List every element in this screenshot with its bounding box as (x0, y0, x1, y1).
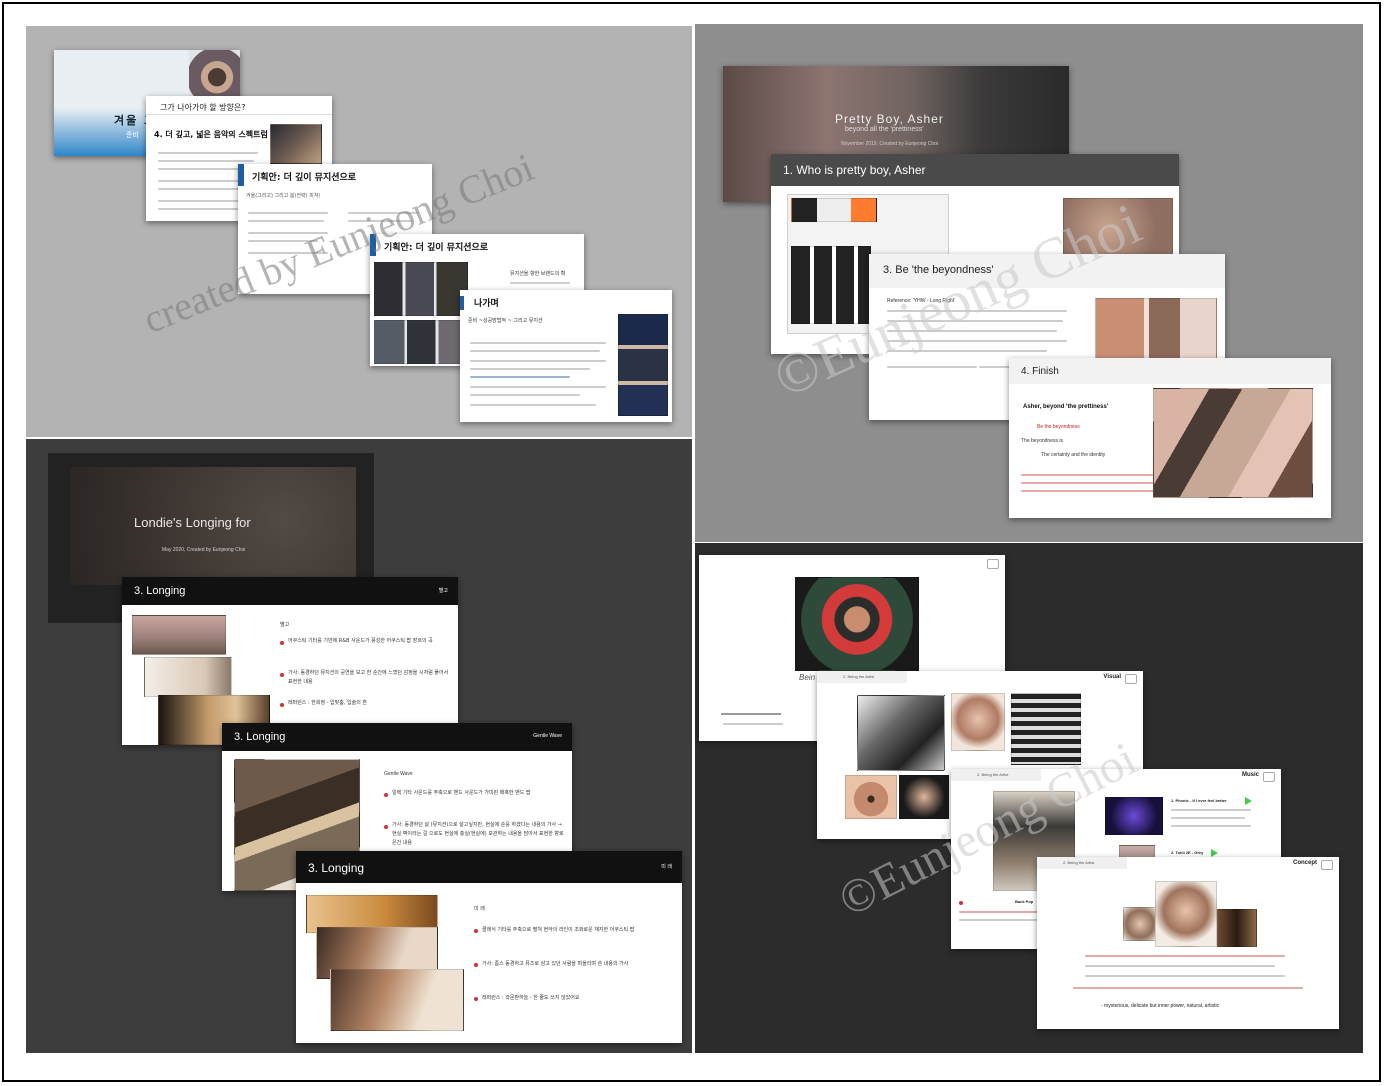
slide-heading: 별고 (280, 622, 290, 628)
slide-tag: Music (1241, 772, 1259, 778)
track-2[interactable]: 2. Tohli 2E - Grey (1171, 850, 1204, 855)
finish-line-3: The beyondness is (1021, 438, 1063, 444)
photo-concert (1105, 797, 1163, 835)
slide-title: 나가며 (474, 299, 499, 309)
portfolio-panel-pretty-boy-asher: Pretty Boy, Asher beyond all the 'pretti… (695, 24, 1363, 542)
photo-face (899, 775, 949, 819)
collage-photo (1095, 298, 1217, 360)
finish-line-2: Be the beyondness (1037, 424, 1080, 430)
bullet-3: 레퍼런스 : 곽문환하늘 - 한 줄도 쓰지 않았어요 (482, 995, 580, 1001)
slide-heading: 미 래 (474, 906, 485, 912)
cover-title: Londie's Longing for (134, 515, 251, 530)
reference-line: Reference: 'YHW - Long Right' (887, 298, 956, 304)
slide-title: 그가 나아가야 할 방향은? (160, 103, 246, 112)
bullet-3: 레퍼런스 : 한희정 - 입맞춤, 입술의 흔 (288, 700, 368, 706)
bullet-2: 가사: 동경하던 뮤지션의 공연을 보고 한 순간에 느꼈던 감정을 시처럼 풀… (288, 670, 449, 685)
portfolio-panel-londie: Londie's Longing for May 2020, Created b… (26, 439, 692, 1053)
concept-footer: - mysterious, delicate but inner power, … (1101, 1003, 1220, 1009)
slide-title: 3. Be 'the beyondness' (883, 264, 994, 276)
slide-title: 1. Who is pretty boy, Asher (783, 163, 926, 177)
slide-title: 기획안: 더 깊이 뮤지션으로 (384, 243, 489, 253)
photo-field (132, 615, 226, 655)
track-1[interactable]: 1. Phonic - If I ever feel better (1171, 798, 1227, 803)
finish-line-1: Asher, beyond 'the prettiness' (1023, 404, 1109, 410)
side-label: Bein (799, 673, 816, 682)
slide-header: 2. Being the Artist (977, 772, 1009, 777)
slide-subtitle: 준비 ~성공방법적 ~ 그리고 뮤지션 (468, 318, 543, 324)
bullet-1: 일렉 기타 사운드를 주축으로 밴드 사운드가 가미된 매혹한 밴드 팝 (392, 790, 531, 796)
photo-striped (1011, 693, 1081, 765)
slide-title: 3. Longing (234, 731, 286, 743)
side-caption: 뮤지션을 향한 브랜드의 확 (510, 271, 566, 277)
slide-title: 4. Finish (1021, 366, 1059, 377)
slide-tag: Concept (1293, 860, 1317, 866)
artist-portrait (795, 577, 919, 671)
photo-sketch (951, 693, 1005, 751)
slide-tag: Gentle Wave (533, 733, 562, 739)
slide-header: 2. Being the Artist (843, 674, 875, 679)
slide-tag: Visual (1103, 674, 1121, 680)
bullet-1: 클래식 기타를 주축으로 펼쳐 현악의 라인이 조화로운 재지한 어쿠스틱 팝 (482, 927, 635, 933)
slide-title: 3. Longing (134, 585, 186, 597)
slide-tag: 미 래 (661, 864, 672, 870)
slide-heading: 4. 더 깊고, 넓은 음악의 스펙트럼 (154, 130, 268, 139)
slide-finish: 4. Finish Asher, beyond 'the prettiness'… (1009, 358, 1331, 518)
cover-subtitle: beyond all the 'prettiness' (845, 126, 924, 133)
photo-grid-2 (374, 320, 468, 364)
slide-title: 3. Longing (308, 861, 365, 875)
photo-sleeping-2 (330, 969, 464, 1031)
artist-photo (270, 124, 322, 164)
slide-closing: 나가며 준비 ~성공방법적 ~ 그리고 뮤지션 (460, 290, 672, 422)
play-icon[interactable] (1245, 797, 1252, 805)
bullet-1: 어쿠스틱 기타를 기반에 R&B 사운드가 풍성한 어쿠스틱 팝 장르의 곡 (288, 638, 433, 644)
slide-longing-3: 3. Longing 미 래 미 래 클래식 기타를 주축으로 펼쳐 현악의 라… (296, 851, 682, 1043)
slide-subtitle: 겨울(그리고) 그리고 봄(전략) 피쳐( (246, 193, 321, 199)
cover-title: Pretty Boy, Asher (835, 112, 944, 126)
slide-longing-1: 3. Longing 별고 별고 어쿠스틱 기타를 기반에 R&B 사운드가 풍… (122, 577, 458, 745)
slide-tag: 별고 (438, 588, 448, 594)
cover-meta: November 2019, Created by Eunjeong Choi (841, 141, 939, 147)
photo-portrait-center (1155, 881, 1217, 947)
play-icon[interactable] (1211, 849, 1218, 857)
photo-eye (845, 775, 897, 819)
dog-photo (791, 198, 877, 222)
cover-meta: May 2020, Created by Eunjeong Choi (162, 547, 246, 553)
left-caption: Back Pop (1015, 899, 1034, 904)
photo-dancer (144, 657, 232, 697)
slide-title: 기획안: 더 깊이 뮤지션으로 (252, 173, 357, 183)
closing-photo (618, 314, 668, 416)
finish-collage (1153, 388, 1313, 498)
finish-line-4: The certainty and the identity (1041, 452, 1106, 458)
slide-concept: 2. Being the Artist Concept - mysterious… (1037, 857, 1339, 1029)
thumb-grid (791, 246, 871, 324)
cover-subtitle: 준비 (126, 131, 139, 139)
photo-bw-guitar (857, 695, 945, 771)
portfolio-panel-winter-spring: 겨울 그리고 봄 준비 그가 나아가야 할 방향은? 4. 더 깊고, 넓은 음… (26, 26, 692, 437)
bullet-2: 가사: 동경하던 삶 (뮤지션)으로 살고싶지만, 현실에 순응 하겠다는 내용… (392, 822, 564, 846)
photo-sketch-small (1123, 907, 1157, 941)
bullet-2: 가사: 좀스 동경하고 뮤즈로 삼고 있던 사람을 떠올리며 쓴 내용의 가사 (482, 961, 629, 967)
portfolio-panel-being-the-artist: Bein 2. Being the Artist Visual 2. Being… (695, 543, 1363, 1053)
photo-grid (374, 262, 468, 316)
slide-header: 2. Being the Artist (1063, 860, 1095, 865)
photo-group (1217, 909, 1257, 947)
slide-heading: Gentle Wave (384, 771, 413, 777)
